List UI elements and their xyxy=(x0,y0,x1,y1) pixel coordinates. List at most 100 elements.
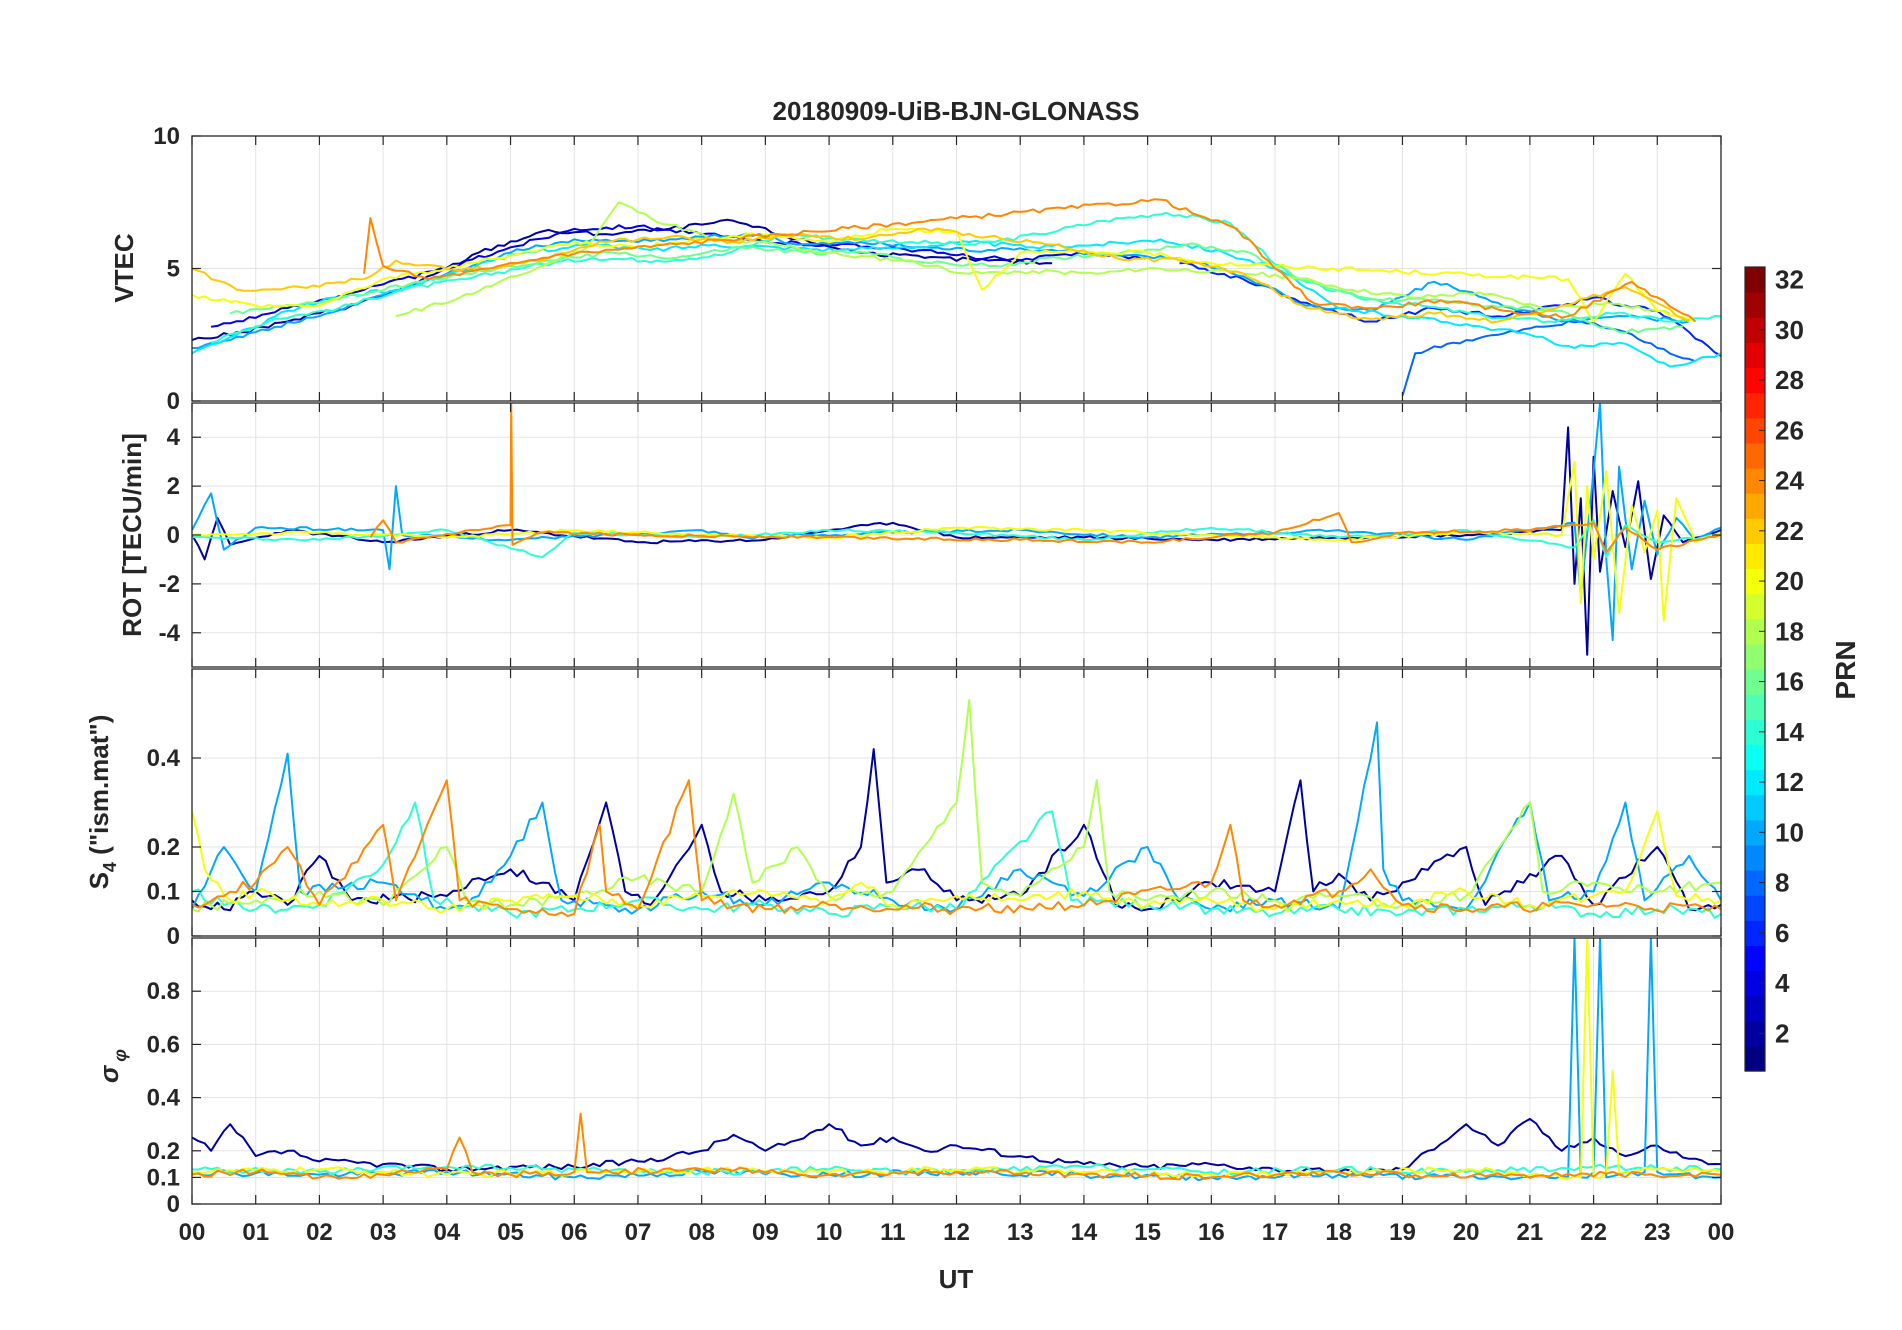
s4-ytick-label: 0.2 xyxy=(147,834,180,861)
rot-series-prn-14 xyxy=(192,519,1721,558)
vtec-series-prn-20 xyxy=(192,227,1696,323)
x-tick-label: 08 xyxy=(688,1219,715,1246)
colorbar-segment-prn-28 xyxy=(1745,367,1765,394)
colorbar-segment-prn-29 xyxy=(1745,342,1765,369)
colorbar-segment-prn-14 xyxy=(1745,719,1765,745)
x-tick-label: 23 xyxy=(1644,1219,1671,1246)
rot-ytick-label: 2 xyxy=(167,473,180,500)
x-tick-label: 06 xyxy=(561,1219,588,1246)
colorbar-segment-prn-32 xyxy=(1745,267,1765,293)
colorbar-segment-prn-25 xyxy=(1745,442,1765,469)
colorbar-label: PRN xyxy=(1830,640,1861,699)
s4-series-prn-24 xyxy=(192,779,1721,918)
x-axis-ticks: 00 01 02 03 04 05 06 07 08 09 10 11 12 13 14 15 16 17 18 19… xyxy=(179,1219,1735,1246)
colorbar-segment-prn-30 xyxy=(1745,317,1765,343)
colorbar-segment-prn-13 xyxy=(1745,744,1765,771)
colorbar-tick-label: 14 xyxy=(1775,717,1804,747)
x-tick-label: 00 xyxy=(1708,1219,1735,1246)
rot-panel: -4 -2 0 2 4 ROT [TECU/min] xyxy=(117,402,1722,668)
x-tick-label: 21 xyxy=(1517,1219,1544,1246)
x-tick-label: 16 xyxy=(1198,1219,1225,1246)
rot-ytick-label: 4 xyxy=(167,424,181,451)
sigma-ytick-label: 0 xyxy=(167,1191,180,1218)
s4-panel: 0 0.1 0.2 0.4 S4 ("ism.mat") xyxy=(84,668,1722,950)
colorbar-segments xyxy=(1745,267,1765,1072)
colorbar-segment-prn-23 xyxy=(1745,493,1765,519)
colorbar-segment-prn-6 xyxy=(1745,920,1765,946)
vtec-ticks: 0 5 10 xyxy=(153,123,1722,415)
colorbar-tick-label: 24 xyxy=(1775,466,1804,496)
colorbar-tick-label: 20 xyxy=(1775,566,1804,596)
s4-ytick-label: 0 xyxy=(167,923,180,950)
x-tick-label: 22 xyxy=(1580,1219,1607,1246)
colorbar-segment-prn-10 xyxy=(1745,819,1765,846)
x-tick-label: 10 xyxy=(816,1219,843,1246)
colorbar-tick-label: 6 xyxy=(1775,918,1789,948)
rot-ytick-label: -4 xyxy=(159,620,181,647)
rot-series xyxy=(192,403,1721,656)
colorbar-tick-label: 22 xyxy=(1775,516,1804,546)
colorbar-segment-prn-15 xyxy=(1745,694,1765,720)
s4-series xyxy=(192,699,1721,919)
colorbar-frame xyxy=(1744,266,1766,1072)
colorbar-segment-prn-24 xyxy=(1745,468,1765,494)
sigma-ticks: 00.10.2 0.4 0.6 0.8 xyxy=(147,938,1722,1218)
colorbar-segment-prn-3 xyxy=(1745,995,1765,1022)
sigma-ylabel-sub: φ xyxy=(110,1049,130,1062)
x-tick-label: 14 xyxy=(1071,1219,1098,1246)
s4-series-prn-18 xyxy=(192,699,1721,913)
vtec-series-prn-22 xyxy=(192,227,1690,324)
x-tick-label: 07 xyxy=(625,1219,652,1246)
x-tick-label: 02 xyxy=(306,1219,333,1246)
colorbar-tick-label: 2 xyxy=(1775,1018,1789,1048)
s4-series-prn-2 xyxy=(192,748,1721,912)
sigma-grid xyxy=(192,938,1721,1204)
colorbar-segment-prn-20 xyxy=(1745,568,1765,595)
colorbar-segment-prn-8 xyxy=(1745,870,1765,896)
vtec-series-prn-8 xyxy=(1401,320,1696,396)
colorbar-segment-prn-4 xyxy=(1745,970,1765,997)
s4-series-prn-20 xyxy=(192,810,1721,914)
s4-ylabel: S4 ("ism.mat") xyxy=(84,715,120,890)
x-tick-label: 19 xyxy=(1389,1219,1416,1246)
x-axis-label: UT xyxy=(939,1264,974,1294)
sigma-ytick-label: 0.4 xyxy=(147,1085,181,1112)
colorbar-tick-label: 28 xyxy=(1775,365,1804,395)
sigma-ytick-label: 0.1 xyxy=(147,1164,180,1191)
x-tick-label: 05 xyxy=(497,1219,524,1246)
rot-ytick-label: -2 xyxy=(159,571,180,598)
colorbar-segment-prn-19 xyxy=(1745,593,1765,620)
s4-ticks: 0 0.1 0.2 0.4 xyxy=(147,669,1722,950)
x-tick-label: 12 xyxy=(943,1219,970,1246)
colorbar-segment-prn-21 xyxy=(1745,543,1765,570)
vtec-series-prn-18 xyxy=(395,201,1671,318)
rot-ylabel: ROT [TECU/min] xyxy=(117,433,147,637)
vtec-grid xyxy=(192,136,1721,401)
vtec-series-prn-14 xyxy=(210,211,1721,344)
colorbar-tick-label: 32 xyxy=(1775,265,1804,295)
x-tick-label: 00 xyxy=(179,1219,206,1246)
chart-title: 20180909-UiB-BJN-GLONASS xyxy=(772,96,1139,126)
vtec-series xyxy=(192,198,1721,396)
colorbar-tick-label: 30 xyxy=(1775,315,1804,345)
vtec-ylabel: VTEC xyxy=(109,233,139,303)
x-tick-label: 11 xyxy=(880,1219,905,1246)
sigma-series-prn-24 xyxy=(192,1112,1721,1181)
rot-ytick-label: 0 xyxy=(167,522,180,549)
colorbar-tick-label: 10 xyxy=(1775,817,1804,847)
colorbar-segment-prn-5 xyxy=(1745,945,1765,972)
colorbar-segment-prn-31 xyxy=(1745,292,1765,318)
sigma-panel: 00.10.2 0.4 0.6 0.8 σφ xyxy=(94,937,1722,1218)
sigma-ytick-label: 0.2 xyxy=(147,1138,180,1165)
colorbar-segment-prn-12 xyxy=(1745,769,1765,796)
colorbar-tick-label: 12 xyxy=(1775,767,1804,797)
x-tick-label: 04 xyxy=(433,1219,460,1246)
colorbar-segment-prn-17 xyxy=(1745,643,1765,670)
colorbar-segment-prn-16 xyxy=(1745,669,1765,695)
colorbar-segment-prn-9 xyxy=(1745,844,1765,871)
colorbar-tick-label: 26 xyxy=(1775,415,1804,445)
s4-ytick-label: 0.4 xyxy=(147,745,181,772)
sigma-ylabel: σφ xyxy=(94,1049,130,1083)
colorbar-tick-label: 18 xyxy=(1775,616,1804,646)
